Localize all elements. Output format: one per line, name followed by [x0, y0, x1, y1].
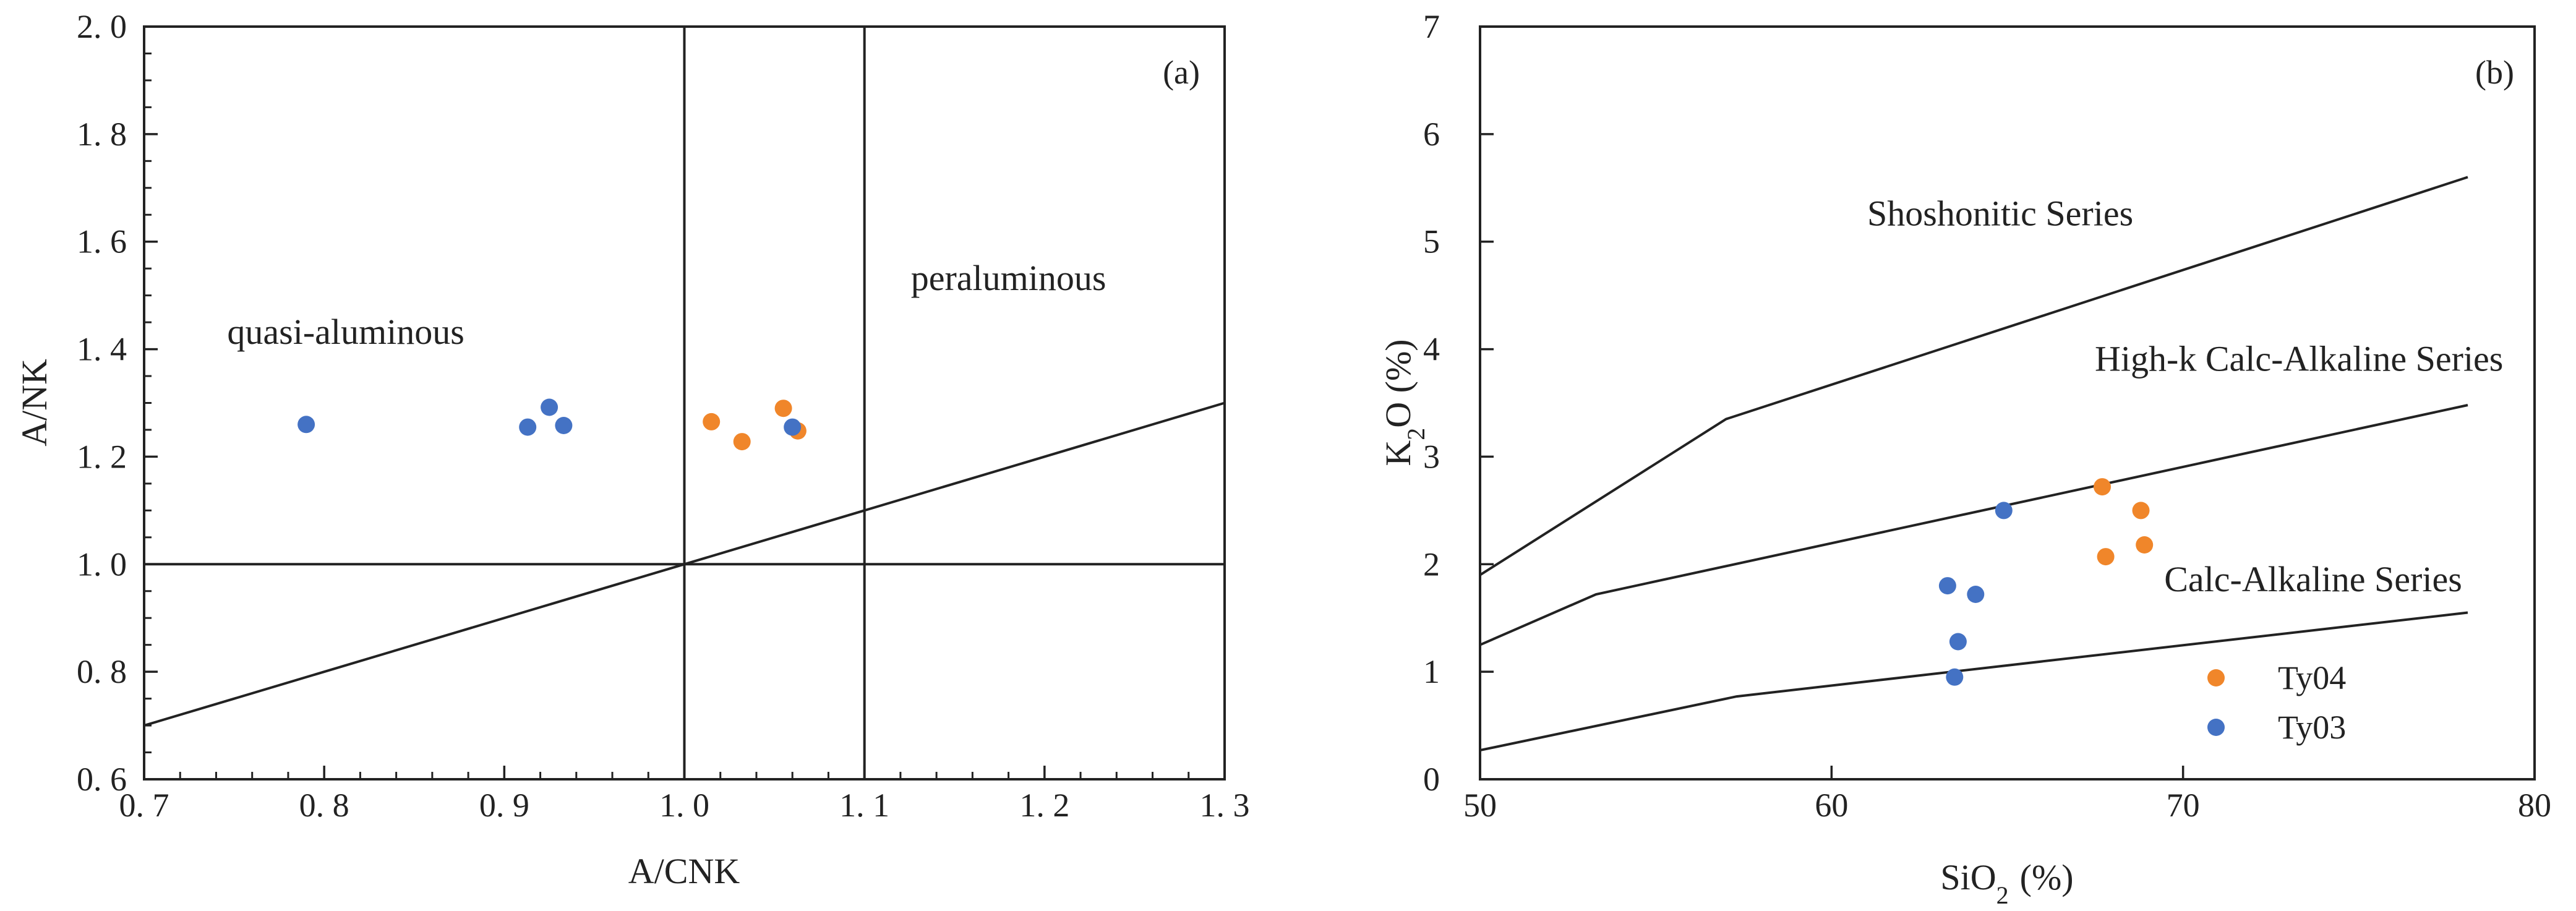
field-label-shoshonitic: Shoshonitic Series: [1867, 194, 2133, 234]
data-point-ty03-b: [1938, 577, 1956, 595]
data-point-ty04-b: [2136, 536, 2154, 554]
legend-marker-ty04: [2207, 669, 2225, 686]
y-tick-label-b: 6: [1423, 116, 1440, 153]
x-axis-title-b: SiO2 (%): [1940, 857, 2073, 909]
x-tick-label-a: 0. 7: [119, 787, 169, 824]
legend-marker-ty03: [2207, 719, 2225, 736]
x-tick-label-a: 0. 8: [299, 787, 349, 824]
y-tick-label-a: 1. 0: [77, 545, 127, 583]
y-tick-label-b: 3: [1423, 438, 1440, 475]
field-label-quasi-aluminous: quasi-aluminous: [227, 312, 464, 352]
boundary-line-a-4: [143, 401, 1225, 727]
y-tick-label-a: 1. 8: [77, 116, 127, 153]
x-tick-label-b: 70: [2167, 787, 2200, 824]
field-label-calc-alkaline: Calc-Alkaline Series: [2164, 559, 2462, 599]
y-tick-label-a: 1. 2: [77, 438, 127, 475]
panel-label-a: (a): [1163, 54, 1200, 91]
chart-panel-a: 0. 7 0. 8 0. 9 1. 0 1. 1 1. 2 1. 3 0. 6 0. 8 1. 0…: [14, 8, 1250, 891]
y-tick-label-b: 7: [1423, 8, 1440, 45]
y-tick-label-a: 1. 6: [77, 223, 127, 260]
data-point-ty03-b: [1967, 586, 1985, 603]
panel-label-b: (b): [2475, 54, 2514, 91]
legend-b: Ty04 Ty03: [2207, 659, 2346, 746]
plot-frame-a: [143, 25, 1226, 781]
data-point-ty03-a: [297, 416, 315, 434]
y-tick-label-b: 0: [1423, 761, 1440, 798]
y-tick-label-a: 0. 6: [77, 761, 127, 798]
x-tick-label-a: 1. 3: [1200, 787, 1250, 824]
data-point-ty04-a: [703, 413, 721, 430]
x-axis-title-a: A/CNK: [628, 851, 740, 891]
x-tick-label-a: 0. 9: [479, 787, 529, 824]
data-point-ty04-a: [774, 400, 792, 417]
data-point-ty03-b: [1949, 633, 1967, 651]
boundary-line-b-1: [1479, 176, 2468, 576]
data-point-ty03-a: [555, 417, 573, 434]
x-tick-label-a: 1. 1: [839, 787, 889, 824]
data-point-ty03-a: [541, 398, 558, 416]
y-axis-title-a: A/NK: [14, 359, 54, 447]
legend-label-ty04: Ty04: [2278, 659, 2346, 696]
y-tick-label-b: 5: [1423, 223, 1440, 260]
y-tick-label-b: 1: [1423, 653, 1440, 690]
y-axis-title-b: K2O (%): [1378, 339, 1430, 466]
x-tick-label-b: 60: [1815, 787, 1848, 824]
data-point-ty03-a: [784, 418, 802, 436]
data-point-ty04-b: [2094, 478, 2111, 496]
boundary-line-b-2: [1479, 404, 2468, 646]
boundary-line-b-3: [1479, 611, 2468, 752]
data-point-ty03-b: [1946, 668, 1964, 686]
x-tick-label-b: 80: [2518, 787, 2551, 824]
y-tick-label-b: 2: [1423, 545, 1440, 583]
plot-frame-b: [1479, 25, 2536, 781]
y-tick-label-a: 1. 4: [77, 331, 127, 368]
y-tick-label-b: 4: [1423, 331, 1440, 368]
x-tick-label-b: 50: [1463, 787, 1497, 824]
data-point-ty03-a: [519, 418, 537, 436]
data-point-ty04-b: [2132, 502, 2150, 520]
data-point-ty04-b: [2097, 548, 2115, 566]
data-point-ty03-b: [1995, 502, 2013, 520]
x-tick-label-a: 1. 2: [1019, 787, 1069, 824]
legend-label-ty03: Ty03: [2278, 709, 2346, 746]
y-tick-label-a: 0. 8: [77, 653, 127, 690]
field-label-high-k-calc-alkaline: High-k Calc-Alkaline Series: [2095, 338, 2503, 379]
x-tick-label-a: 1. 0: [659, 787, 709, 824]
data-point-ty04-a: [733, 433, 751, 451]
field-label-peraluminous: peraluminous: [911, 258, 1106, 298]
y-tick-label-a: 2. 0: [77, 8, 127, 45]
